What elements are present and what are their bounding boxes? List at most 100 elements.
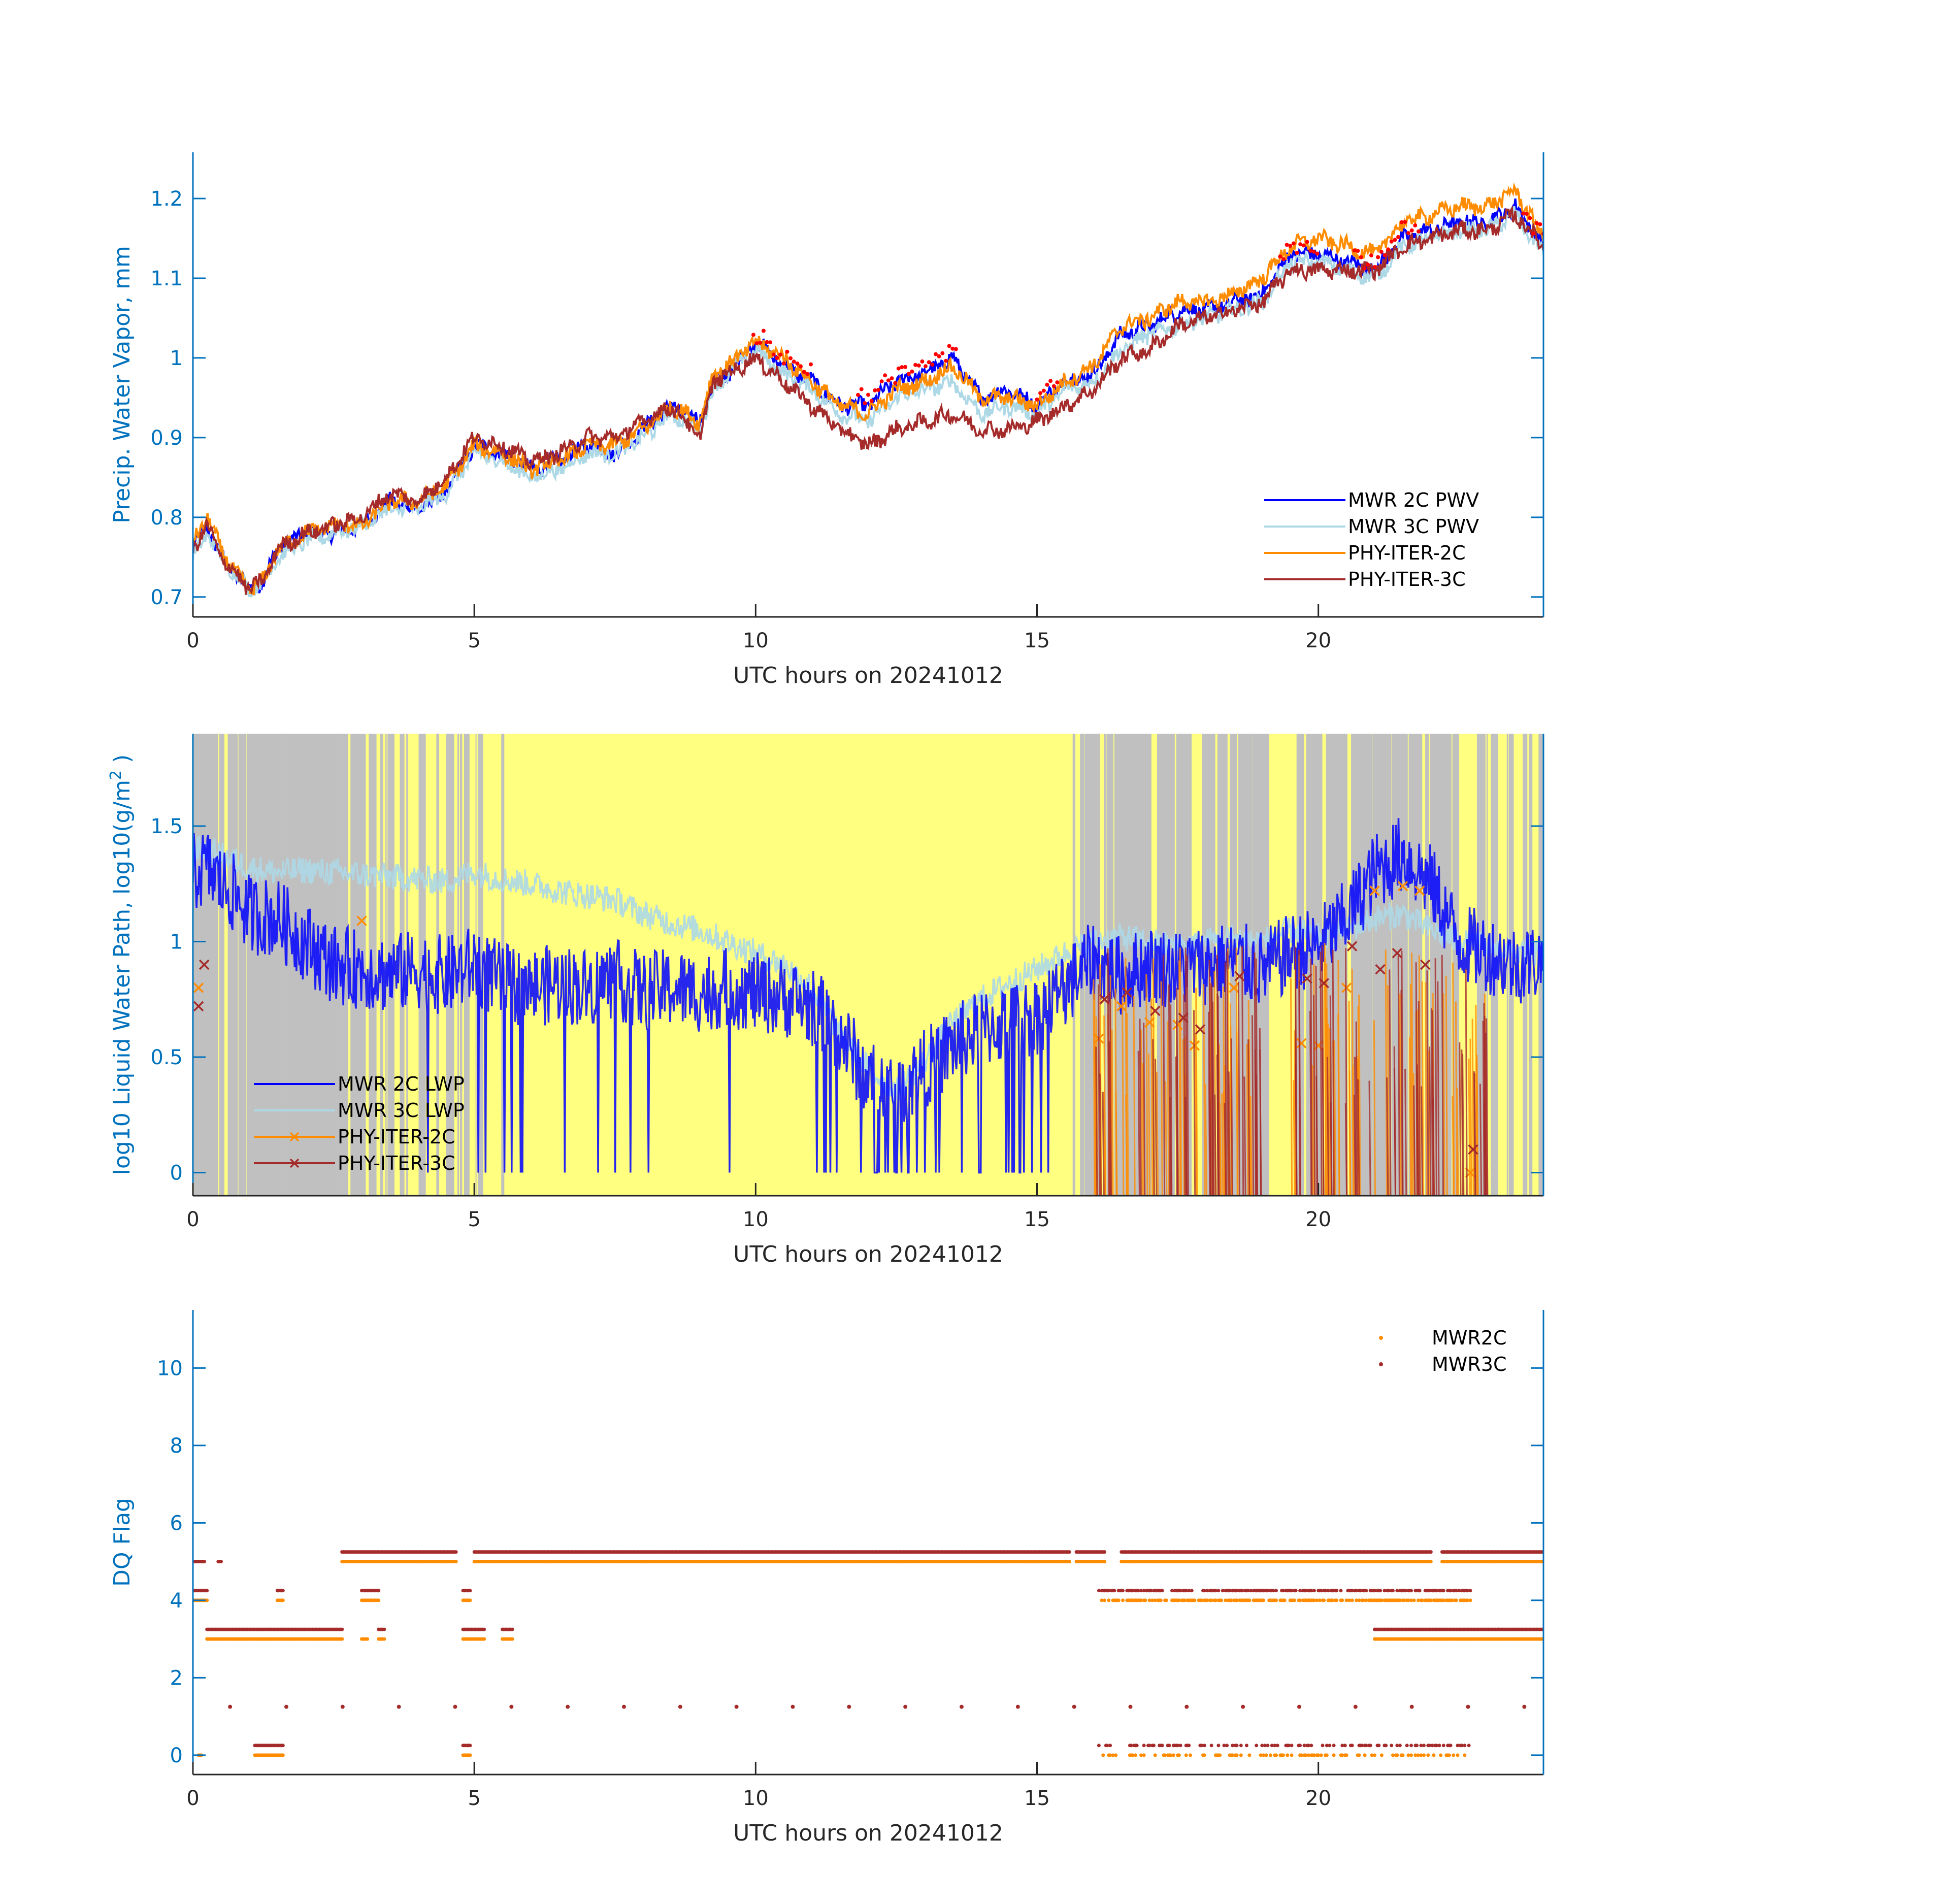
flag-point [1335,1598,1339,1602]
series-drop-line [1421,1086,1424,1196]
flag-point [1352,248,1357,253]
flag-point [1325,1753,1329,1757]
series-marker [1375,964,1386,975]
series-drop-line [1315,966,1318,1196]
flag-point [1308,248,1313,253]
flag-point [866,392,870,397]
flag-point [1366,262,1370,267]
series-drop-line [1183,994,1186,1196]
series-drop-line [1115,1091,1118,1196]
flag-point [1361,1598,1365,1602]
flag-point [1398,1598,1402,1602]
cloud-band [1255,734,1260,1196]
series-drop-line [1193,1010,1196,1196]
flag-point [1108,1744,1112,1748]
series-drop-line [1484,1015,1487,1196]
cloud-band [262,734,267,1196]
flag-point [1364,1598,1368,1602]
flag-point [1319,1589,1323,1593]
flag-point [621,1704,626,1709]
series-drop-line [1293,1080,1296,1196]
cloud-band [1315,734,1319,1196]
flag-point [1241,1704,1245,1709]
flag-point [754,341,759,346]
cloud-band [266,734,272,1196]
flag-point [1363,1753,1367,1757]
flag-point [1015,1704,1020,1709]
series-drop-line [1479,1084,1483,1196]
x-axis-title: UTC hours on 20241012 [733,1820,1003,1846]
series-drop-line [1133,996,1136,1196]
flag-point [1319,1753,1323,1757]
flag-point [1463,1753,1467,1757]
flag-point [1439,1753,1443,1757]
series-drop-line [1345,948,1348,1196]
series-drop-line [1442,993,1445,1196]
series-drop-line [1389,969,1392,1196]
flag-point [1412,1598,1416,1602]
flag-point [1409,1589,1413,1593]
cloud-band [1352,734,1357,1196]
series-drop-line [1355,1021,1358,1196]
flag-point [1405,1744,1409,1748]
series-marker [1392,948,1403,959]
flag-point [1259,1753,1263,1757]
series-drop-line [1137,1051,1140,1196]
series-drop-line [1247,1039,1250,1196]
flag-point [1422,1744,1426,1748]
flag-point [1398,1744,1402,1748]
flag-point [771,352,776,357]
flag-point [1100,1598,1104,1602]
series-drop-line [1385,949,1388,1196]
series-drop-line [1107,948,1110,1196]
flag-point [1409,1598,1413,1602]
flag-point [920,359,925,364]
flag-point [1301,243,1306,248]
flag-point [1294,1589,1298,1593]
flag-point [802,370,806,374]
flag-point [1216,1589,1221,1593]
series-drop-line [1162,955,1166,1196]
series-drop-line [1252,1015,1255,1196]
flag-point [453,1704,457,1709]
flag-point [205,1598,209,1602]
x-tick-label: 15 [1024,629,1050,652]
series-drop-line [1416,1064,1419,1196]
flag-point [1409,228,1414,233]
flag-point [1386,247,1391,252]
cloud-band [1339,734,1345,1196]
flag-point [1309,1744,1313,1748]
flag-point [1419,1744,1423,1748]
flag-point [1402,1598,1406,1602]
flag-point [1364,1589,1368,1593]
flag-point [1269,1753,1272,1757]
flag-point [1209,1598,1213,1602]
cloud-band [271,734,276,1196]
cloud-band [1425,734,1429,1196]
series-marker [1302,973,1312,984]
series-drop-line [1167,1021,1170,1196]
y-tick-label: 1.2 [150,187,183,211]
flag-point [1225,1744,1229,1748]
flag-point [1152,1744,1156,1748]
y-tick-label: 10 [157,1357,183,1380]
flag-point [228,1704,233,1709]
series-drop-line [1178,960,1181,1196]
series-drop-line [1195,1033,1198,1196]
y-axis-title-superscript: 2 [107,770,125,780]
series-drop-line [1186,955,1189,1196]
flag-point [1406,1753,1410,1757]
flag-point [1200,1598,1204,1602]
flag-point [1097,1744,1101,1748]
series-drop-line [1160,981,1163,1196]
series-drop-line [1441,955,1444,1196]
flag-point [1274,1753,1278,1757]
flag-point [1213,1589,1217,1593]
y-tick-label: 2 [170,1666,183,1690]
flag-point [281,1753,285,1757]
flag-point [1373,1589,1376,1593]
cloud-band [200,734,204,1196]
series-marker [1116,1001,1127,1012]
flag-point [1325,1744,1329,1748]
flag-point [1350,1589,1354,1593]
